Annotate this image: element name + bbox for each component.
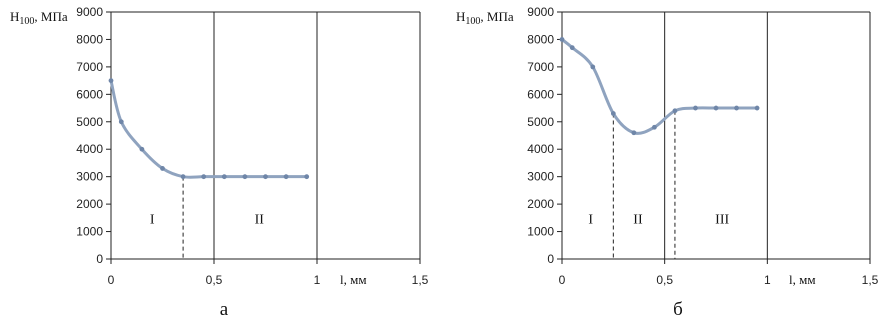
data-point-10 (304, 174, 310, 180)
y-tick-label-2: 2000 (76, 197, 103, 211)
y-tick-label-1: 1000 (76, 225, 103, 239)
x-tick-label-3: 1,5 (412, 273, 429, 287)
y-tick-label-8: 8000 (527, 32, 554, 46)
x-tick-label-1: 0,5 (656, 273, 673, 287)
x-tick-label-3: 1,5 (862, 273, 879, 287)
data-point-4 (180, 174, 186, 180)
data-point-9 (734, 105, 739, 111)
x-axis-label: l, мм (789, 272, 816, 287)
y-axis-label: H100, МПа (456, 9, 514, 27)
data-point-4 (631, 130, 637, 136)
chart-panel-b: 0 1000 2000 3000 4000 5000 6000 7000 8000 9000 0 0,… (456, 5, 879, 320)
y-tick-label-3: 3000 (527, 170, 554, 184)
x-tick-label-2: 1 (764, 273, 771, 287)
y-tick-label-5: 5000 (527, 115, 554, 129)
y-tick-label-6: 6000 (76, 87, 103, 101)
y-tick-label-4: 4000 (527, 142, 554, 156)
x-axis-label: l, мм (340, 272, 367, 287)
data-point-6 (672, 108, 678, 114)
y-tick-label-0: 0 (547, 252, 554, 266)
panel-label: а (220, 299, 229, 320)
y-tick-label-7: 7000 (527, 60, 554, 74)
panel-label: б (673, 299, 683, 320)
data-point-5 (652, 124, 657, 130)
y-tick-label-6: 6000 (527, 87, 554, 101)
chart-panel-a: 0 1000 2000 3000 4000 5000 6000 7000 8000 9000 0 0,… (10, 5, 429, 320)
x-tick-label-0: 0 (559, 273, 566, 287)
y-tick-label-9: 9000 (76, 5, 103, 19)
series-line (109, 80, 307, 179)
data-point-2 (139, 146, 145, 152)
y-tick-label-4: 4000 (76, 142, 103, 156)
x-tick-label-2: 1 (314, 273, 321, 287)
y-axis-label-units: , МПа (34, 9, 67, 24)
y-axis-label-units: , МПа (480, 9, 513, 24)
data-point-2 (590, 64, 596, 70)
region-label-2: III (715, 212, 729, 227)
data-point-8 (263, 174, 268, 180)
data-point-9 (283, 174, 289, 180)
data-point-10 (754, 105, 760, 111)
y-axis-label-subscript: 100 (465, 16, 480, 27)
y-axis-label-subscript: 100 (19, 16, 34, 27)
data-point-7 (242, 174, 248, 180)
series-line (561, 38, 758, 135)
y-tick-label-9: 9000 (527, 5, 554, 19)
y-axis-label: H100, МПа (10, 9, 68, 27)
y-tick-label-7: 7000 (76, 60, 103, 74)
y-axis-label-h: H (10, 9, 19, 24)
region-label-1: II (633, 212, 643, 227)
y-tick-label-8: 8000 (76, 32, 103, 46)
y-axis-label-h: H (456, 9, 465, 24)
y-tick-label-1: 1000 (527, 225, 554, 239)
data-point-1 (569, 45, 575, 51)
data-point-5 (201, 174, 207, 180)
data-point-1 (118, 119, 124, 125)
region-label-0: I (150, 212, 155, 227)
y-tick-label-2: 2000 (527, 197, 554, 211)
data-point-7 (693, 105, 698, 111)
x-tick-label-1: 0,5 (206, 273, 223, 287)
y-tick-label-5: 5000 (76, 115, 103, 129)
region-label-0: I (588, 212, 593, 227)
data-point-0 (559, 37, 565, 42)
x-tick-label-0: 0 (108, 273, 115, 287)
data-point-3 (160, 166, 165, 171)
y-tick-label-3: 3000 (76, 170, 103, 184)
data-point-8 (713, 105, 719, 111)
data-point-0 (108, 78, 114, 84)
data-point-6 (221, 174, 227, 180)
region-label-1: II (255, 212, 265, 227)
y-tick-label-0: 0 (96, 252, 103, 266)
data-point-3 (610, 111, 616, 116)
